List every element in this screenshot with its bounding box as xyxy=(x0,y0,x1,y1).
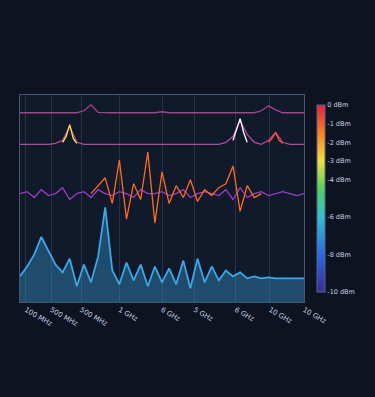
svg-text:5 GHz: 5 GHz xyxy=(192,306,215,324)
svg-text:-8 dBm: -8 dBm xyxy=(327,251,350,259)
svg-text:500 MHz: 500 MHz xyxy=(78,306,109,328)
svg-text:100 MHz: 100 MHz xyxy=(23,306,54,328)
svg-text:6 GHz: 6 GHz xyxy=(233,306,256,324)
svg-text:10 GHz: 10 GHz xyxy=(301,306,327,326)
svg-text:-10 dBm: -10 dBm xyxy=(327,288,355,296)
svg-text:-2 dBm: -2 dBm xyxy=(327,139,350,147)
svg-text:500 MHz: 500 MHz xyxy=(48,306,79,328)
svg-text:-3 dBm: -3 dBm xyxy=(327,157,350,165)
svg-text:10 GHz: 10 GHz xyxy=(267,306,293,326)
svg-text:-4 dBm: -4 dBm xyxy=(327,176,350,184)
svg-text:-6 dBm: -6 dBm xyxy=(327,213,350,221)
svg-text:6 GHz: 6 GHz xyxy=(159,306,182,324)
svg-text:0 dBm: 0 dBm xyxy=(327,101,348,109)
svg-text:1 GHz: 1 GHz xyxy=(117,306,140,324)
svg-text:-1 dBm: -1 dBm xyxy=(327,120,350,128)
